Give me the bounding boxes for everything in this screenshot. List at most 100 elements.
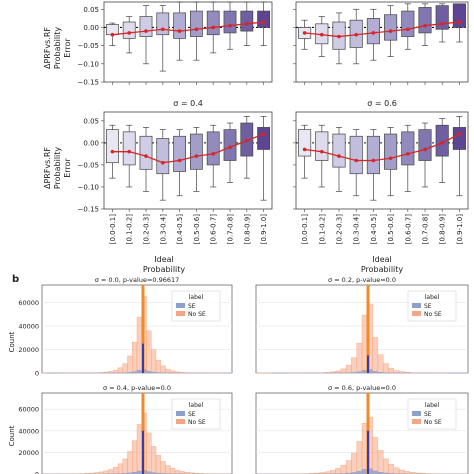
box-[0.3-0.4] (156, 138, 170, 175)
bar-no-se (340, 465, 347, 474)
median-trend-line (304, 133, 460, 162)
median-point (144, 154, 148, 158)
box-plot-top-right (293, 1, 469, 85)
x-tick-label: [0.1-0.2] (126, 214, 134, 245)
subplot-title: σ = 0.0, p-value=0.96617 (95, 276, 180, 284)
box-[0.3-0.4] (349, 135, 363, 175)
bar-no-se (165, 465, 171, 474)
y-tick-label: 0 (35, 471, 39, 474)
box-xlabel-line-2: Probability (361, 265, 404, 274)
bar-se (151, 371, 157, 374)
median-point (440, 141, 445, 145)
bar-no-se (170, 370, 176, 374)
spike-se (367, 430, 369, 474)
median-trend-line (112, 133, 264, 164)
y-tick-label: 40000 (18, 323, 39, 331)
median-point (211, 152, 215, 156)
subplot-title: σ = 0.4, p-value=0.0 (103, 384, 171, 392)
bar-se (127, 372, 133, 374)
median-trend-line (304, 21, 460, 38)
bar-no-se (160, 365, 166, 374)
median-point (211, 25, 215, 30)
box-[0.2-0.3] (139, 16, 153, 37)
spike-se (142, 430, 144, 474)
box-[0.4-0.5] (366, 18, 380, 45)
histogram-lower-left: σ = 0.0, p-value=0.96617 60000 40000 20000 0… (18, 276, 233, 378)
median-point (127, 31, 131, 35)
median-point (320, 32, 324, 37)
spike-se (367, 355, 369, 373)
box-[0.1-0.2] (315, 131, 329, 161)
ylabel-line-1: ΔPRFvs.RF (43, 27, 52, 69)
ylabel-line-2: Probability (53, 147, 62, 190)
box-[0.2-0.3] (139, 135, 153, 170)
charts-layer: 0.05 0.00 −0.05 −0.10 −0.15 σ = 0.4 0.05 0.00 −0… (18, 1, 469, 474)
bar-no-se (113, 466, 119, 474)
x-tick-label: [0.6-0.7] (404, 214, 412, 245)
legend-swatch-no-se (412, 311, 421, 316)
median-point (457, 20, 462, 24)
bar-no-se (383, 458, 389, 474)
box-xlabel-line-1: Ideal (154, 255, 173, 264)
box-[0.0-0.1] (106, 129, 119, 164)
subplot-title: σ = 0.6 (367, 99, 397, 108)
median-point (371, 31, 376, 35)
y-tick-label: −0.15 (78, 206, 99, 214)
box-[0.1-0.2] (122, 21, 136, 39)
box-[0.9-1.0] (257, 127, 270, 150)
bar-no-se (372, 337, 379, 374)
median-point (194, 154, 199, 158)
median-point (177, 158, 182, 163)
y-tick-label: 0 (35, 370, 39, 378)
bar-no-se (351, 357, 357, 374)
box-[0.5-0.6] (190, 133, 203, 170)
y-tick-label: 60000 (18, 299, 39, 307)
box-[0.9-1.0] (257, 10, 270, 28)
bar-no-se (335, 370, 342, 374)
bar-no-se (122, 363, 128, 374)
bar-se (351, 372, 357, 374)
x-tick-label: [0.2-0.3] (336, 214, 344, 245)
legend-label-no-se: No SE (424, 419, 442, 426)
box-[0.4-0.5] (173, 12, 186, 39)
median-point (144, 29, 148, 33)
bar-no-se (356, 441, 363, 474)
median-point (354, 158, 359, 163)
median-point (161, 27, 165, 32)
y-tick-label: 40000 (18, 427, 39, 435)
x-tick-label: [0.5-0.6] (193, 214, 201, 245)
axes-frame (103, 1, 273, 83)
axes-frame (295, 1, 469, 83)
x-tick-label: [0.4-0.5] (370, 214, 378, 245)
bar-no-se (117, 463, 123, 474)
bar-no-se (345, 460, 352, 474)
median-point (110, 32, 115, 37)
median-point (423, 23, 427, 28)
median-point (194, 27, 199, 32)
median-point (388, 156, 393, 161)
median-point (245, 22, 249, 26)
bar-no-se (383, 363, 389, 374)
legend-label-se: SE (424, 303, 432, 310)
panel-b-label: b (12, 274, 19, 285)
legend-label-no-se: No SE (424, 311, 442, 318)
histogram-bottom-left: σ = 0.4, p-value=0.0 60000 40000 20000 0 labe… (18, 384, 233, 474)
bar-se (132, 371, 138, 374)
median-point (457, 132, 462, 136)
box-[0.6-0.7] (401, 10, 415, 37)
hist-ylabel-top: Count (8, 331, 16, 352)
bar-no-se (388, 464, 395, 474)
x-tick-label: [0.7-0.8] (227, 214, 235, 245)
y-tick-label: −0.05 (78, 161, 99, 169)
bar-no-se (151, 349, 157, 374)
box-xlabel-line-1: Ideal (372, 255, 391, 264)
y-tick-label: 0.00 (83, 24, 99, 32)
x-tick-label: [0.1-0.2] (318, 214, 326, 245)
median-point (406, 27, 410, 32)
median-point (406, 152, 410, 156)
x-tick-label: [0.5-0.6] (387, 214, 395, 245)
legend-title: label (189, 294, 204, 301)
x-tick-label: [0.8-0.9] (439, 214, 447, 245)
median-point (354, 32, 359, 37)
